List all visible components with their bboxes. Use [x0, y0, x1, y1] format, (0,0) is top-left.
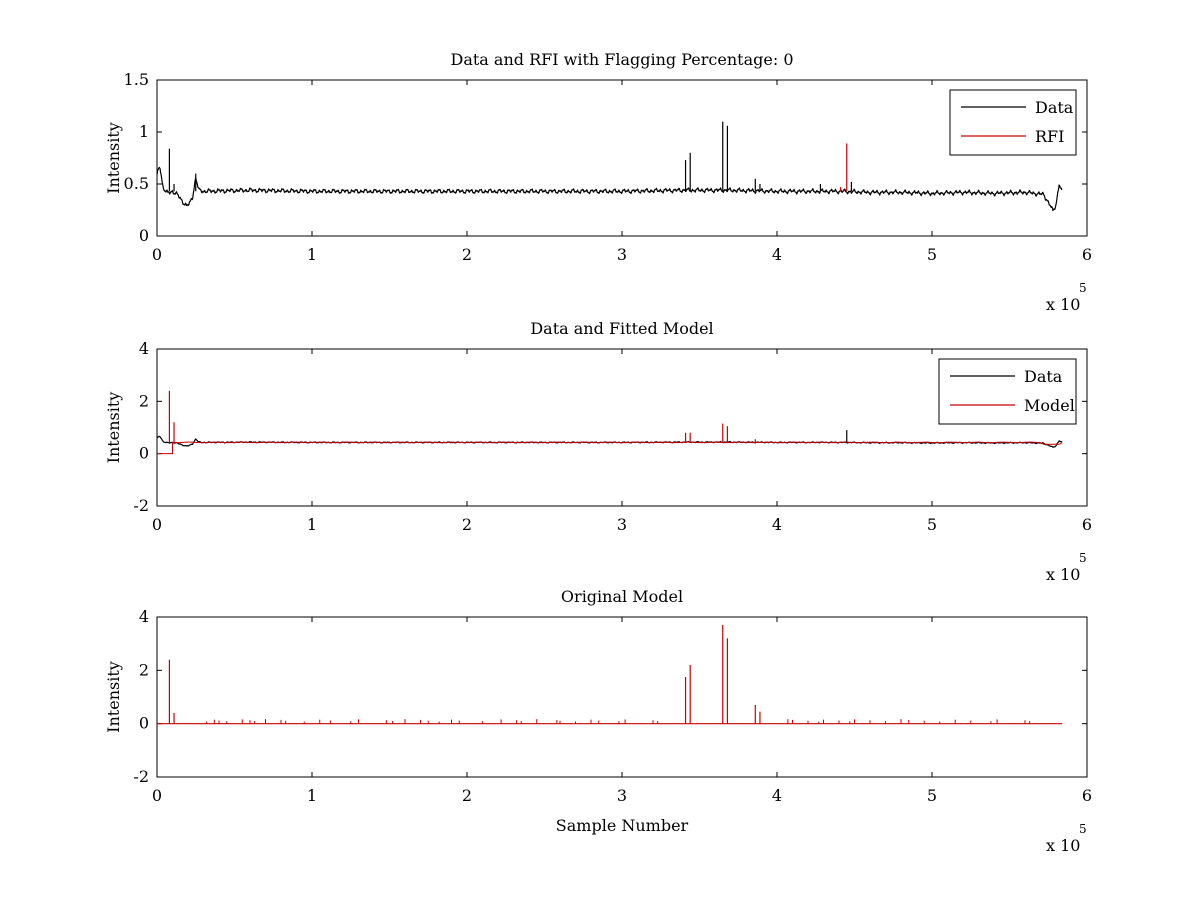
x-tick-label: 6: [1082, 786, 1092, 805]
y-axis-label: Intensity: [104, 661, 123, 733]
x-multiplier-exponent: 5: [1079, 822, 1087, 836]
plot-area: [157, 625, 1063, 725]
data-line: [157, 166, 1063, 212]
legend-label-data: Data: [1035, 98, 1074, 117]
legend-box: [949, 89, 1077, 156]
x-tick-label: 1: [307, 245, 317, 264]
x-multiplier-exponent: 5: [1079, 281, 1087, 295]
x-tick-label: 2: [462, 245, 472, 264]
x-tick-label: 5: [927, 245, 937, 264]
x-tick-label: 2: [462, 786, 472, 805]
x-tick-label: 2: [462, 515, 472, 534]
y-tick-label: 4: [139, 339, 149, 358]
y-tick-label: 2: [139, 660, 149, 679]
legend: Data RFI: [949, 89, 1077, 156]
plot-area: [157, 390, 1063, 455]
x-tick-label: 4: [772, 515, 782, 534]
y-tick-label: 4: [139, 607, 149, 626]
y-axis-label: Intensity: [104, 122, 123, 194]
x-tick-label: 1: [307, 786, 317, 805]
x-tick-label: 3: [617, 245, 627, 264]
x-tick-label: 4: [772, 245, 782, 264]
x-tick-label: 5: [927, 515, 937, 534]
y-tick-label: 1.5: [124, 70, 149, 89]
x-tick-label: 0: [152, 245, 162, 264]
plot-area: [157, 121, 1063, 212]
x-multiplier-base: x 10: [1046, 836, 1080, 855]
y-tick-label: -2: [133, 496, 149, 515]
x-multiplier-exponent: 5: [1079, 551, 1087, 565]
chart-title: Original Model: [561, 587, 683, 606]
subplot-1: 0 1 2 3 4 5 6 0 0.5 1 1.5 Data and RFI with Flaggin…: [104, 50, 1092, 314]
x-tick-label: 3: [617, 786, 627, 805]
x-multiplier-base: x 10: [1046, 295, 1080, 314]
x-tick-label: 3: [617, 515, 627, 534]
y-tick-label: 1: [139, 122, 149, 141]
x-tick-label: 4: [772, 786, 782, 805]
legend-label-model: Model: [1024, 396, 1075, 415]
y-tick-label: 0: [139, 444, 149, 463]
y-tick-label: 0: [139, 714, 149, 733]
y-tick-label: 0: [139, 226, 149, 245]
x-tick-label: 5: [927, 786, 937, 805]
x-tick-label: 6: [1082, 245, 1092, 264]
axes-box: [156, 79, 1088, 237]
y-tick-label: 0.5: [124, 174, 149, 193]
x-tick-label: 6: [1082, 515, 1092, 534]
x-axis-label: Sample Number: [556, 816, 689, 835]
legend-label-data: Data: [1024, 367, 1063, 386]
legend-box: [938, 358, 1077, 425]
x-multiplier-base: x 10: [1046, 565, 1080, 584]
x-tick-label: 0: [152, 786, 162, 805]
y-tick-label: 2: [139, 391, 149, 410]
y-axis-label: Intensity: [104, 392, 123, 464]
y-tick-label: -2: [133, 767, 149, 786]
chart-title: Data and Fitted Model: [530, 319, 713, 338]
x-tick-label: 1: [307, 515, 317, 534]
legend-label-rfi: RFI: [1035, 127, 1064, 146]
axes-box: [156, 616, 1088, 778]
legend: Data Model: [938, 358, 1077, 425]
model-line: [157, 441, 1063, 455]
x-tick-label: 0: [152, 515, 162, 534]
chart-title: Data and RFI with Flagging Percentage: 0: [450, 50, 793, 69]
